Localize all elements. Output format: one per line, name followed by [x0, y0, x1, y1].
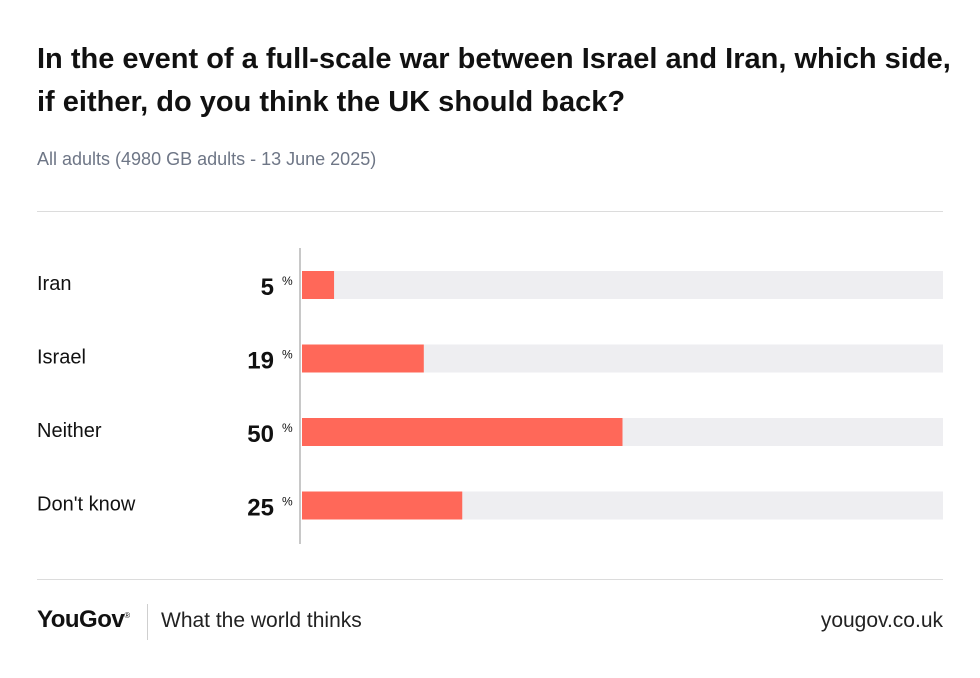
yougov-logo[interactable]: YouGov®: [37, 606, 130, 634]
value-label: 5: [261, 274, 274, 301]
bar: [302, 344, 424, 373]
percent-sign: %: [282, 421, 293, 435]
footer-tagline: What the world thinks: [161, 609, 362, 632]
logo-registered-mark: ®: [124, 611, 130, 620]
value-label: 50: [247, 421, 274, 448]
bar-track: [302, 271, 943, 299]
percent-sign: %: [282, 495, 293, 509]
category-label: Israel: [37, 347, 86, 369]
category-label: Iran: [37, 273, 71, 295]
percent-sign: %: [282, 348, 293, 362]
category-label: Neither: [37, 420, 102, 442]
bar: [302, 418, 623, 446]
percent-sign: %: [282, 274, 293, 288]
chart-subtitle: All adults (4980 GB adults - 13 June 202…: [37, 149, 377, 169]
bar: [302, 491, 463, 520]
value-label: 25: [247, 495, 274, 522]
footer-url-link[interactable]: yougov.co.uk: [820, 609, 943, 632]
bar-chart: Iran 5 % Israel 19 % Neither 50 % Don't know 25%: [37, 248, 943, 544]
bottom-divider: [37, 579, 943, 580]
value-label: 19: [247, 348, 274, 375]
logo-text: YouGov: [37, 606, 125, 633]
chart-title: In the event of a full-scale war between…: [37, 43, 951, 118]
category-label: Don't know: [37, 494, 136, 516]
top-divider: [37, 211, 943, 212]
footer-separator: [147, 604, 148, 640]
bar: [302, 271, 335, 299]
